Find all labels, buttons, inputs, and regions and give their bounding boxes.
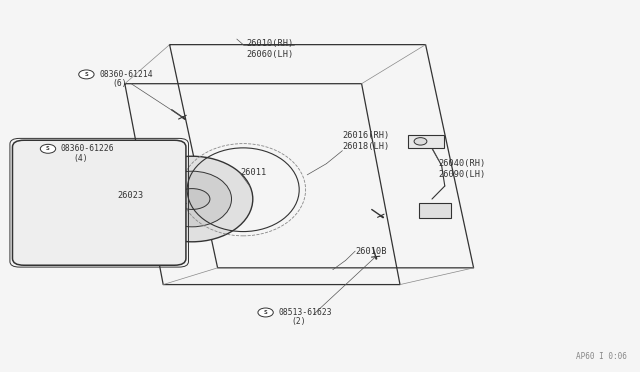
Text: 26016(RH)
26018(LH): 26016(RH) 26018(LH) xyxy=(342,131,390,151)
Text: S: S xyxy=(264,310,268,315)
Text: 08513-61623: 08513-61623 xyxy=(278,308,332,317)
Text: 08360-61226: 08360-61226 xyxy=(61,144,115,153)
Circle shape xyxy=(414,138,427,145)
Text: (6): (6) xyxy=(112,79,127,88)
Circle shape xyxy=(40,144,56,153)
Bar xyxy=(419,203,451,218)
Text: 26023: 26023 xyxy=(118,191,144,200)
Text: AP60 I 0:06: AP60 I 0:06 xyxy=(577,352,627,361)
Ellipse shape xyxy=(152,171,232,227)
FancyBboxPatch shape xyxy=(13,140,186,265)
Ellipse shape xyxy=(131,156,253,242)
Circle shape xyxy=(79,70,94,79)
Circle shape xyxy=(258,308,273,317)
Text: 08360-61214: 08360-61214 xyxy=(99,70,153,79)
Text: S: S xyxy=(84,72,88,77)
Text: S: S xyxy=(46,146,50,151)
Text: (2): (2) xyxy=(291,317,306,326)
Bar xyxy=(408,135,444,148)
Circle shape xyxy=(174,189,210,209)
Text: (4): (4) xyxy=(74,154,88,163)
Text: 26011: 26011 xyxy=(240,169,266,177)
Text: 26010(RH)
26060(LH): 26010(RH) 26060(LH) xyxy=(246,39,294,59)
Text: 26040(RH)
26090(LH): 26040(RH) 26090(LH) xyxy=(438,159,486,179)
Text: 26010B: 26010B xyxy=(355,247,387,256)
